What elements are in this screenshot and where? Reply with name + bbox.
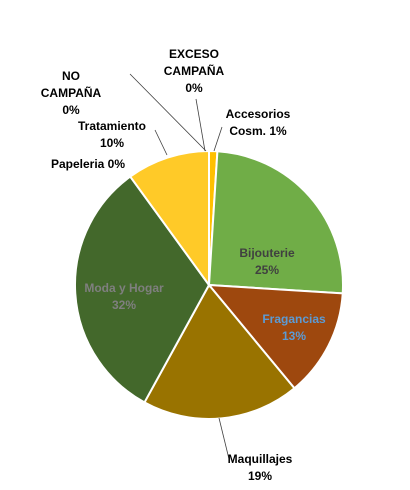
data-label-line: Bijouterie bbox=[239, 246, 295, 260]
data-label-line: Accesorios bbox=[226, 107, 291, 121]
pie-slice-maquillajes bbox=[143, 283, 296, 420]
pie-slice-tratamiento bbox=[128, 149, 210, 289]
data-label-line: Papeleria 0% bbox=[51, 157, 125, 171]
data-label-moda-y-hogar: Moda y Hogar 32% bbox=[84, 281, 164, 312]
data-label-line: Moda y Hogar bbox=[84, 281, 164, 295]
data-label-no-campana: NO CAMPAÑA 0% bbox=[41, 69, 102, 117]
data-label-line: Tratamiento bbox=[78, 119, 146, 133]
data-label-line: 19% bbox=[248, 469, 272, 483]
leader-line-no-campana bbox=[129, 73, 207, 152]
leader-line-accesorios-cosm bbox=[213, 126, 223, 152]
data-label-maquillajes: Maquillajes 19% bbox=[228, 452, 293, 483]
pie-slices bbox=[74, 149, 344, 420]
pie-slice-fragancias bbox=[206, 283, 344, 390]
data-label-line: NO bbox=[62, 69, 80, 83]
data-label-line: 32% bbox=[112, 298, 136, 312]
data-label-line: 0% bbox=[185, 81, 203, 95]
pie-slice-bijouterie bbox=[207, 150, 344, 295]
data-label-accesorios-cosm: Accesorios Cosm. 1% bbox=[226, 107, 291, 138]
data-label-bijouterie: Bijouterie 25% bbox=[239, 246, 295, 277]
data-label-line: 25% bbox=[255, 263, 279, 277]
leader-line-maquillajes bbox=[218, 417, 230, 460]
data-label-line: Maquillajes bbox=[228, 452, 293, 466]
data-label-line: Fragancias bbox=[262, 312, 326, 326]
data-label-fragancias: Fragancias 13% bbox=[262, 312, 326, 343]
data-label-tratamiento: Tratamiento 10% bbox=[78, 119, 146, 150]
data-label-exceso-campana: EXCESO CAMPAÑA 0% bbox=[164, 47, 225, 95]
data-label-line: 0% bbox=[62, 103, 80, 117]
data-label-line: 10% bbox=[100, 136, 124, 150]
pie-slice-moda-y-hogar bbox=[74, 175, 211, 404]
leader-line-tratamiento bbox=[154, 129, 168, 156]
data-label-line: CAMPAÑA bbox=[164, 63, 225, 78]
data-label-line: 13% bbox=[282, 329, 306, 343]
data-label-line: CAMPAÑA bbox=[41, 85, 102, 100]
data-label-papeleria: Papeleria 0% bbox=[51, 157, 125, 171]
data-label-line: Cosm. 1% bbox=[229, 124, 287, 138]
data-labels: EXCESO CAMPAÑA 0% Accesorios Cosm. 1% Bijoute… bbox=[41, 47, 326, 483]
data-label-line: EXCESO bbox=[169, 47, 219, 61]
leader-line-exceso-campana bbox=[195, 98, 206, 152]
leader-lines bbox=[129, 73, 230, 460]
